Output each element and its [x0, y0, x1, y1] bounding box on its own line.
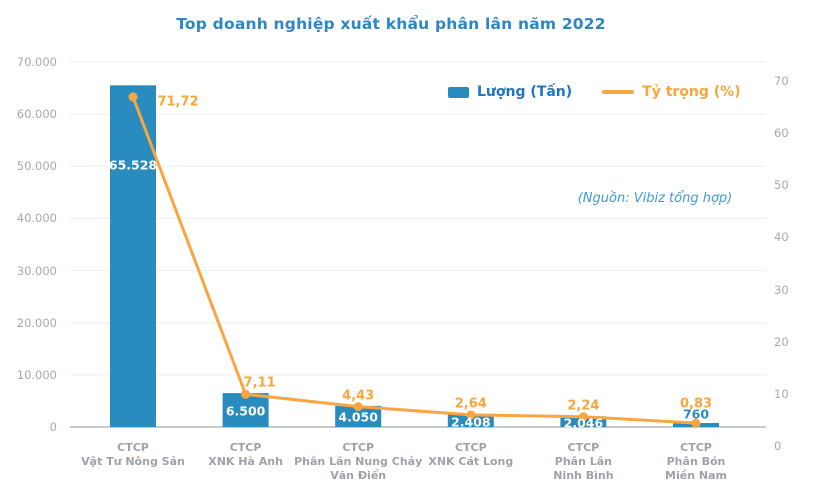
x-axis-label: CTCP XNK Hà Anh: [208, 441, 283, 468]
x-axis-label: CTCP Phân Lân Nung Chảy Văn Điển: [294, 441, 423, 482]
line-point: [353, 402, 363, 412]
bar-series-swatch-icon: [448, 86, 469, 98]
bar-value-label: 4.050: [338, 409, 378, 425]
y-axis-tick-right: 50: [774, 178, 789, 193]
x-axis-label: CTCP Vật Tư Nông Sản: [81, 441, 185, 468]
bar-value-label: 6.500: [225, 403, 266, 419]
line-series-swatch-icon: [602, 90, 635, 94]
line-point: [241, 389, 251, 399]
source-note: (Nguồn: Vibiz tổng hợp): [577, 191, 733, 206]
legend-item-share: Tỷ trọng (%): [602, 84, 741, 100]
y-axis-tick-left: 70.000: [16, 55, 57, 69]
y-axis-tick-right: 40: [774, 230, 789, 245]
y-axis-tick-left: 0: [49, 420, 57, 434]
legend-item-quantity: Lượng (Tấn): [448, 84, 572, 100]
x-axis-label: CTCP XNK Cát Long: [428, 441, 514, 468]
line-value-label: 71,72: [157, 94, 199, 110]
y-axis-tick-left: 60.000: [16, 107, 57, 122]
y-axis-tick-left: 40.000: [16, 211, 57, 226]
bar: [335, 405, 382, 427]
legend-label-quantity: Lượng (Tấn): [477, 84, 573, 100]
y-axis-tick-left: 10.000: [16, 367, 57, 382]
y-axis-tick-right: 0: [774, 439, 782, 453]
y-axis-tick-right: 30: [774, 282, 789, 297]
bar-value-label: 65.528: [108, 157, 158, 173]
x-axis-label: CTCP Phân Lân Ninh Bình: [553, 441, 614, 482]
bar-value-label: 2.408: [451, 414, 491, 430]
y-axis-tick-right: 10: [774, 386, 789, 401]
legend-label-share: Tỷ trọng (%): [642, 84, 741, 100]
y-axis-tick-left: 30.000: [16, 263, 57, 278]
chart-title: Top doanh nghiệp xuất khẩu phân lân năm …: [176, 15, 606, 33]
line-point: [128, 92, 138, 102]
y-axis-tick-left: 50.000: [16, 159, 57, 174]
line-point: [691, 418, 701, 428]
y-axis-tick-right: 20: [774, 334, 789, 349]
line-series: [131, 96, 697, 425]
line-point: [466, 410, 476, 420]
x-axis-label: CTCP Phân Bón Miền Nam: [665, 441, 727, 482]
y-axis-tick-left: 20.000: [16, 315, 57, 330]
y-axis-tick-right: 70: [774, 74, 789, 88]
bar-value-label: 2.046: [563, 415, 604, 431]
line-point: [578, 412, 588, 422]
line-value-label: 0,83: [679, 396, 713, 412]
bar: [110, 85, 156, 427]
line-value-label: 4,43: [342, 388, 375, 404]
line-value-label: 7,11: [243, 375, 276, 391]
bar-value-label: 760: [682, 406, 710, 422]
bar: [447, 414, 494, 427]
legend: Lượng (Tấn) Tỷ trọng (%): [448, 84, 741, 100]
line-value-label: 2,64: [454, 396, 487, 412]
line-value-label: 2,24: [567, 398, 600, 414]
bar: [560, 416, 607, 427]
y-axis-tick-right: 60: [774, 126, 789, 141]
